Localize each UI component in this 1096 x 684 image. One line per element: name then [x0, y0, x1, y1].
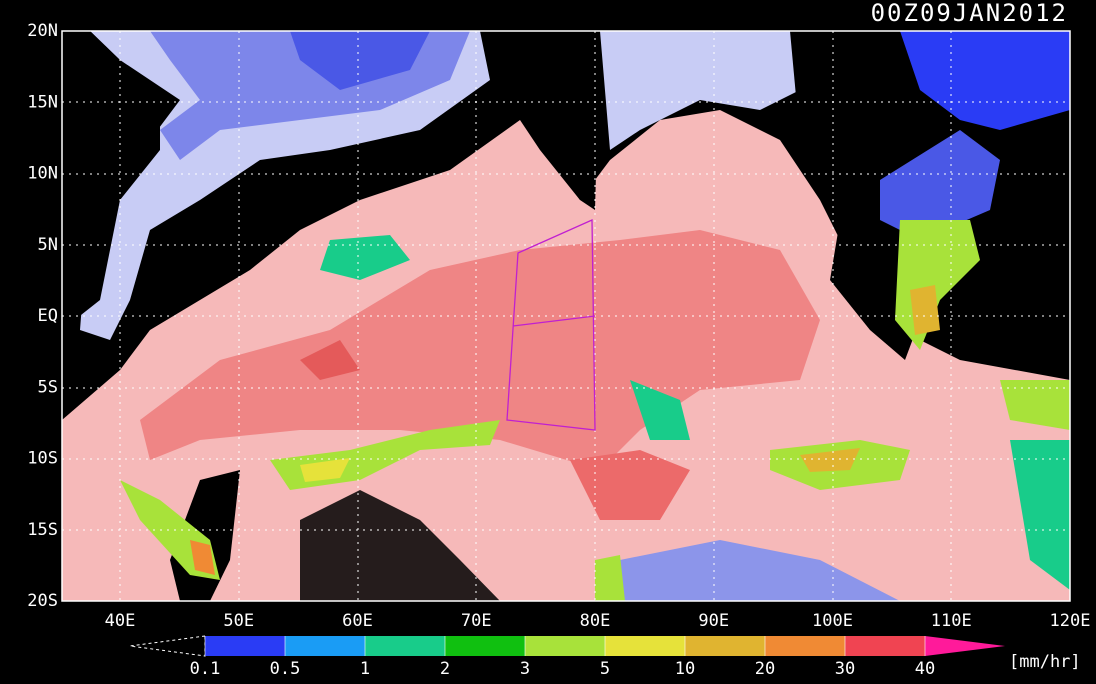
lon-label: 100E	[812, 611, 853, 631]
lat-label: 10N	[27, 164, 58, 184]
timestamp: 00Z09JAN2012	[871, 0, 1068, 27]
lon-label: 60E	[342, 611, 373, 631]
lat-label: 5S	[38, 377, 58, 397]
colorbar-segment	[765, 636, 845, 656]
colorbar-label: 30	[835, 659, 855, 679]
colorbar-label: 20	[755, 659, 775, 679]
colorbar-segment	[285, 636, 365, 656]
colorbar-label: 40	[915, 659, 935, 679]
lon-label: 70E	[461, 611, 492, 631]
colorbar-segment	[605, 636, 685, 656]
colorbar-label: 10	[675, 659, 695, 679]
graticule	[62, 31, 1070, 601]
lat-label: 15S	[27, 520, 58, 540]
colorbar-segment	[365, 636, 445, 656]
map-frame	[61, 30, 1071, 602]
lon-label: 50E	[223, 611, 254, 631]
lat-label: 20S	[27, 591, 58, 611]
colorbar-label: 0.5	[270, 659, 301, 679]
lat-label: 10S	[27, 449, 58, 469]
lon-label: 90E	[698, 611, 729, 631]
lon-label: 110E	[931, 611, 972, 631]
colorbar-segment	[845, 636, 925, 656]
region-outline	[506, 219, 596, 431]
colorbar-segment	[205, 636, 285, 656]
lon-label: 120E	[1050, 611, 1091, 631]
lat-label: EQ	[38, 306, 58, 326]
colorbar-segment	[685, 636, 765, 656]
lat-label: 15N	[27, 92, 58, 112]
colorbar-unit: [mm/hr]	[1009, 652, 1081, 672]
map-field	[62, 31, 1070, 601]
colorbar-under	[129, 635, 206, 657]
lon-label: 80E	[580, 611, 611, 631]
lat-label: 5N	[38, 235, 58, 255]
colorbar-over	[925, 636, 1005, 656]
colorbar-label: 3	[520, 659, 530, 679]
colorbar-label: 1	[360, 659, 370, 679]
lon-label: 40E	[105, 611, 136, 631]
lat-label: 20N	[27, 21, 58, 41]
colorbar-label: 2	[440, 659, 450, 679]
axes: 20N 15N 10N 5N EQ 5S 10S 15S 20S 40E 50E 60E 70E 80E 9…	[27, 21, 1090, 631]
colorbar: 0.1 0.5 1 2 3 5 10 20 30 40 [mm/hr]	[129, 635, 1081, 679]
colorbar-segment	[525, 636, 605, 656]
colorbar-segment	[445, 636, 525, 656]
colorbar-label: 0.1	[190, 659, 221, 679]
colorbar-label: 5	[600, 659, 610, 679]
